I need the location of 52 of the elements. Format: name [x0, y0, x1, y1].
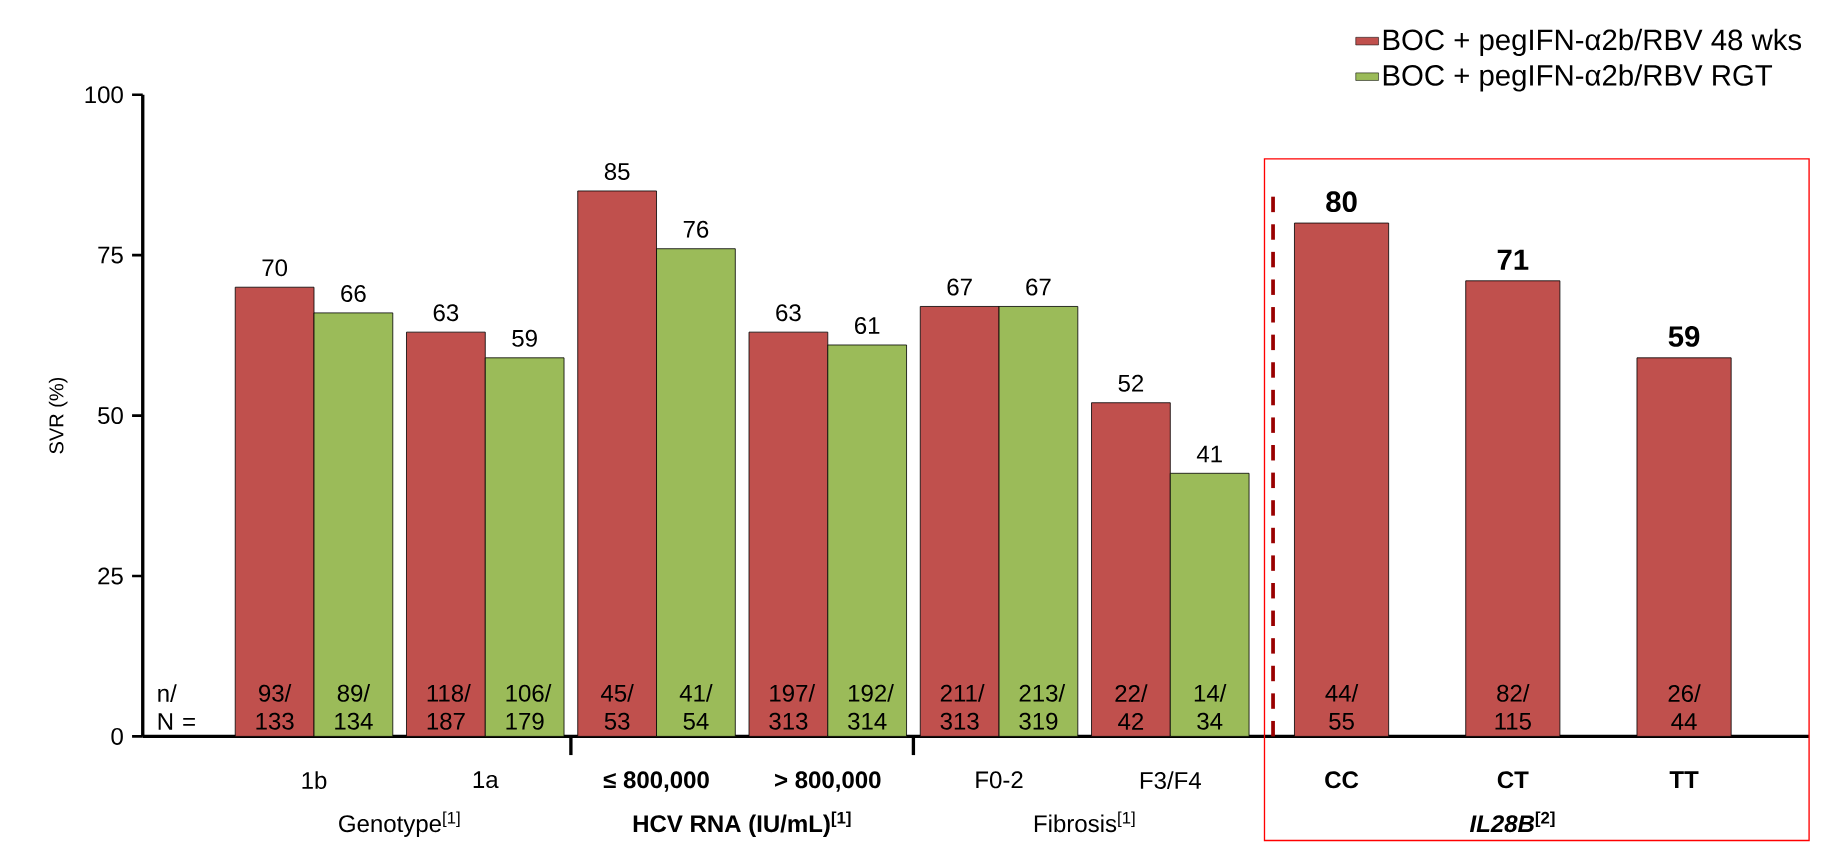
annotation: n/ N =	[158, 684, 195, 730]
annotation: 106/ 179	[506, 684, 552, 730]
data-label: 80	[1326, 191, 1357, 213]
data-label: 76	[683, 220, 709, 238]
x-tick-label: CC	[1325, 771, 1359, 789]
y-tick-label: 50	[98, 406, 123, 424]
data-label: 71	[1497, 249, 1529, 270]
text: Genotype$^{[1]}$	[339, 811, 460, 837]
annotation: 41/ 54	[679, 684, 713, 730]
data-label: 61	[855, 316, 880, 334]
x-tick-label: F3/F4	[1140, 771, 1201, 789]
x-tick-label: 1a	[473, 771, 499, 789]
annotation: 93/ 133	[256, 684, 294, 730]
annotation: 26/ 44	[1668, 684, 1701, 730]
annotation: 45/ 53	[600, 684, 634, 730]
data-label: 41	[1196, 445, 1222, 463]
data-label: 66	[341, 284, 366, 302]
legend-label: BOC + pegIFN-α2b/RBV 48 wks	[1383, 28, 1802, 56]
data-label: 70	[262, 259, 288, 277]
annotation: 213/ 319	[1019, 684, 1066, 730]
annotation: 197/ 313	[769, 684, 816, 730]
annotation: 44/ 55	[1325, 684, 1359, 730]
y-tick-label: 25	[98, 567, 123, 585]
annotation: 118/ 187	[427, 684, 471, 730]
annotation: 192/ 314	[848, 684, 894, 730]
text: IL28B$^{[2]}$	[1469, 811, 1555, 833]
text: Fibrosis$^{[1]}$	[1034, 811, 1135, 833]
data-label: 59	[512, 329, 537, 347]
annotation: 14/ 34	[1194, 684, 1227, 730]
y-tick-label: 0	[111, 727, 123, 745]
data-label: 67	[1026, 278, 1051, 296]
data-label: 59	[1668, 326, 1700, 347]
y-axis-title: SVR (%)	[48, 377, 68, 454]
y-tick-label: 75	[98, 246, 123, 264]
x-tick-label: TT	[1669, 771, 1699, 788]
x-tick-label: > 800,000	[775, 771, 881, 792]
annotation: 22/ 42	[1115, 684, 1148, 730]
x-tick-label: 1b	[302, 771, 327, 789]
y-tick-label: 100	[85, 86, 123, 104]
x-tick-label: F0-2	[976, 771, 1023, 789]
annotation: 82/ 115	[1495, 684, 1531, 730]
x-tick-label: ≤ 800,000	[603, 771, 709, 792]
data-label: 63	[776, 304, 801, 322]
data-label: 85	[604, 162, 630, 180]
annotation: 89/ 134	[335, 684, 373, 730]
text: HCV RNA (IU/mL)$^{[1]}$	[633, 811, 851, 837]
legend-label: BOC + pegIFN-α2b/RBV RGT	[1383, 64, 1773, 92]
x-tick-label: CT	[1497, 771, 1529, 789]
data-label: 67	[947, 278, 972, 296]
data-label: 63	[433, 304, 459, 322]
data-label: 52	[1118, 374, 1144, 392]
annotation: 211/ 313	[940, 684, 985, 730]
